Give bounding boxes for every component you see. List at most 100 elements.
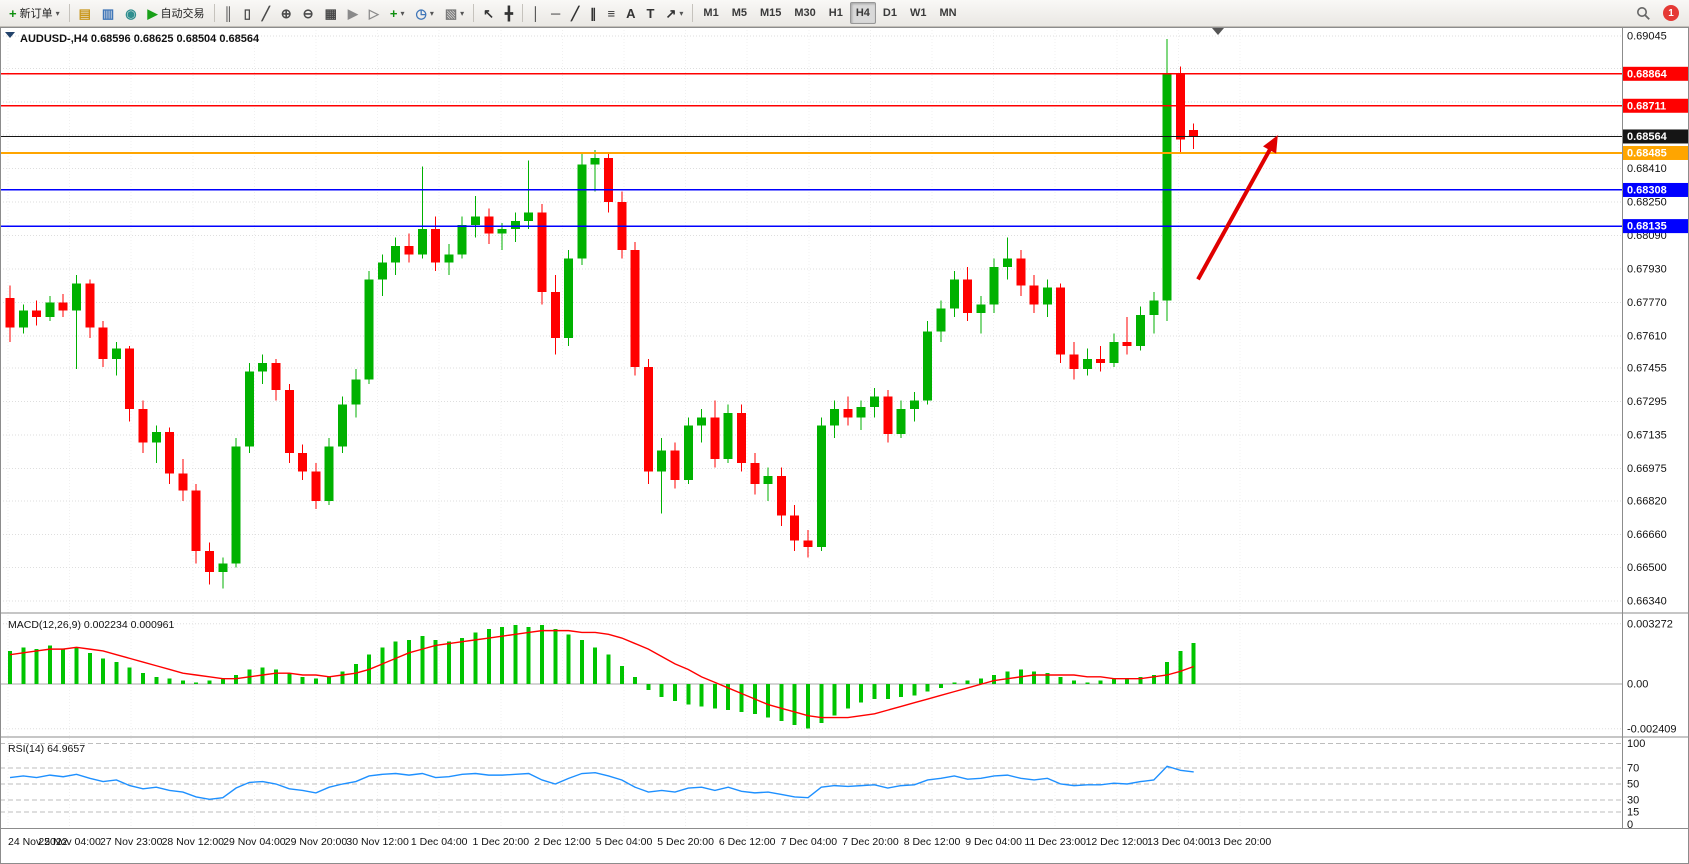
- bull-candle: [524, 212, 534, 221]
- arrows-button[interactable]: ↗ ▾: [660, 2, 688, 24]
- new-chart-button[interactable]: ▤: [74, 2, 96, 24]
- price-axis-label: 0.67610: [1627, 330, 1667, 342]
- time-axis-label: 1 Dec 04:00: [411, 836, 468, 848]
- macd-bar: [407, 639, 411, 685]
- price-badge: [1623, 145, 1688, 160]
- bull-candle: [870, 396, 879, 407]
- search-button[interactable]: [1631, 2, 1656, 24]
- label-icon: T: [646, 5, 655, 21]
- text-label-button[interactable]: T: [642, 2, 660, 24]
- vertical-line-button[interactable]: │: [527, 2, 545, 24]
- macd-bar: [313, 678, 318, 685]
- rsi-axis-label: 30: [1627, 795, 1639, 807]
- auto-scroll-button[interactable]: ▶: [343, 2, 363, 24]
- tf-m5-button[interactable]: M5: [726, 2, 753, 24]
- line-chart-type-button[interactable]: ╱: [257, 2, 275, 24]
- text-button[interactable]: A: [621, 2, 640, 24]
- time-axis-label: 27 Nov 23:00: [100, 836, 163, 848]
- horizontal-line-button[interactable]: ─: [546, 2, 565, 24]
- autotrading-play-icon: ▶: [147, 5, 158, 21]
- toolbar-separator: [521, 4, 523, 22]
- toolbar-separator: [692, 4, 694, 22]
- price-axis-label: 0.67135: [1627, 430, 1667, 442]
- macd-bar: [699, 684, 704, 707]
- macd-bar: [207, 680, 212, 685]
- tf-mn-button[interactable]: MN: [933, 2, 962, 24]
- tf-m30-button[interactable]: M30: [788, 2, 821, 24]
- macd-bar: [739, 684, 744, 712]
- cursor-button[interactable]: ↖: [478, 2, 499, 24]
- price-axis[interactable]: 0.690450.684100.682500.680900.679300.677…: [1623, 30, 1688, 831]
- bear-candle: [284, 390, 294, 453]
- chart-shift-marker[interactable]: [1212, 28, 1224, 35]
- data-window-button[interactable]: ◉: [120, 2, 141, 24]
- data-window-icon: ◉: [125, 5, 137, 21]
- trendline-button[interactable]: ╱: [566, 2, 584, 24]
- chart-canvas[interactable]: 0.690450.684100.682500.680900.679300.677…: [0, 27, 1689, 864]
- templates-button[interactable]: ▧ ▾: [440, 2, 469, 24]
- candlestick-type-button[interactable]: ▯: [239, 2, 256, 24]
- tf-d1-button[interactable]: D1: [877, 2, 903, 24]
- profiles-icon: ▥: [101, 5, 115, 21]
- profiles-button[interactable]: ▥: [97, 2, 119, 24]
- bull-candle: [18, 310, 28, 328]
- bull-candle: [856, 406, 866, 418]
- trend-arrow-annotation[interactable]: [1196, 135, 1278, 281]
- bear-candle: [1029, 285, 1039, 305]
- tf-m15-button[interactable]: M15: [754, 2, 787, 24]
- bull-candle: [723, 413, 733, 460]
- caret-down-icon: ▾: [679, 8, 684, 18]
- bull-candle: [830, 408, 840, 426]
- time-axis-label: 11 Dec 23:00: [1024, 836, 1086, 848]
- price-axis-label: 0.66500: [1627, 562, 1667, 574]
- channel-icon: ∥: [590, 5, 597, 21]
- channel-button[interactable]: ∥: [585, 2, 602, 24]
- fibonacci-button[interactable]: ≡: [603, 2, 621, 24]
- crosshair-button[interactable]: ╋: [500, 2, 518, 24]
- chart-shift-button[interactable]: ▷: [364, 2, 384, 24]
- zoom-out-icon: ⊖: [302, 5, 314, 21]
- indicators-button[interactable]: + ▾: [385, 2, 410, 24]
- toolbar: + 新订单 ▾ ▤ ▥ ◉ ▶ 自动交易 ║ ▯ ╱ ⊕ ⊖ ▦ ▶ ▷ + ▾ ◷ ▾ ▧ ▾ ↖ ╋ │ ─ ╱ ∥ ≡ A T ↗ ▾ M1…: [0, 0, 1689, 27]
- bear-candle: [191, 490, 201, 551]
- bar-chart-type-button[interactable]: ║: [219, 2, 238, 24]
- macd-bar: [819, 684, 824, 724]
- macd-title: MACD(12,26,9) 0.002234 0.000961: [8, 619, 175, 631]
- price-badge: [1623, 129, 1688, 144]
- macd-bar: [1005, 671, 1010, 685]
- tf-m1-button[interactable]: M1: [697, 2, 724, 24]
- bull-candle: [111, 348, 121, 359]
- zoom-in-button[interactable]: ⊕: [276, 2, 297, 24]
- macd-bar: [1178, 650, 1183, 685]
- bull-candle: [417, 229, 427, 255]
- macd-bar: [992, 675, 997, 685]
- macd-bar: [234, 675, 239, 685]
- bull-candle: [577, 164, 587, 259]
- price-badge-label: 0.68864: [1627, 68, 1668, 80]
- tf-h1-button[interactable]: H1: [823, 2, 849, 24]
- bull-candle: [351, 379, 361, 405]
- periods-button[interactable]: ◷ ▾: [410, 2, 438, 24]
- zoom-out-button[interactable]: ⊖: [298, 2, 319, 24]
- tf-h1-button-label: H1: [828, 7, 843, 19]
- one-click-trading-toggle[interactable]: [5, 32, 15, 38]
- bear-candle: [271, 362, 281, 391]
- macd-bar: [154, 676, 159, 685]
- macd-bar: [340, 671, 345, 685]
- bull-candle: [1149, 300, 1159, 315]
- time-axis-label: 12 Dec 12:00: [1086, 836, 1149, 848]
- zoom-in-icon: ⊕: [280, 5, 292, 21]
- tile-windows-button[interactable]: ▦: [320, 2, 342, 24]
- autotrading-button[interactable]: ▶ 自动交易: [143, 2, 210, 24]
- chart-area[interactable]: 0.69045 0.68410 0.68250 0.68090 0.67930 0.677…: [0, 27, 1689, 864]
- new-order-button[interactable]: + 新订单 ▾: [4, 2, 65, 24]
- time-axis-label: 13 Dec 20:00: [1209, 836, 1272, 848]
- tf-w1-button[interactable]: W1: [904, 2, 933, 24]
- main-gridlines: [0, 35, 1622, 602]
- notification-badge[interactable]: 1: [1663, 5, 1679, 21]
- price-axis-label: 0.66975: [1627, 463, 1667, 475]
- macd-bar: [1045, 673, 1050, 685]
- tf-h4-button[interactable]: H4: [849, 2, 876, 24]
- bear-candle: [670, 450, 680, 480]
